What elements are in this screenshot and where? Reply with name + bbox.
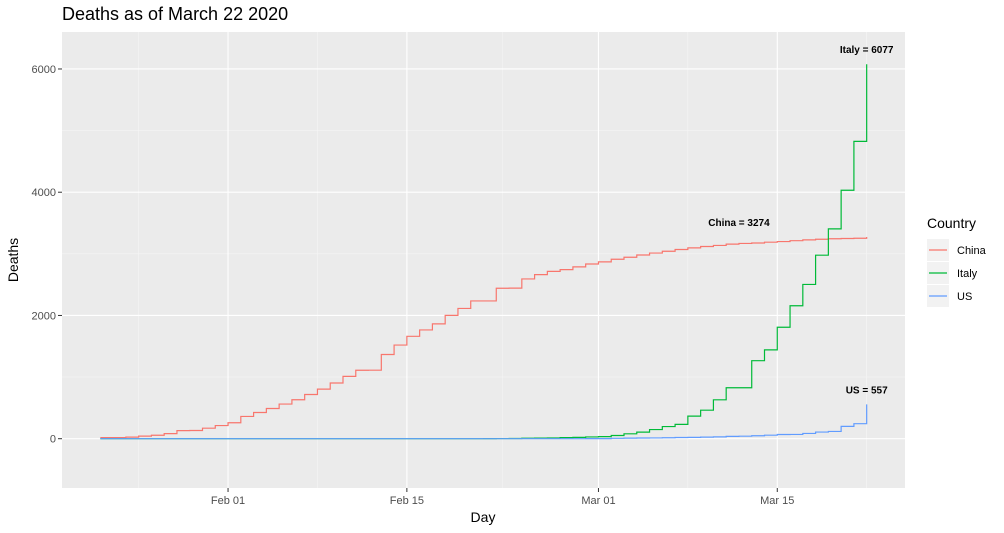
y-tick-label: 0 (50, 434, 56, 446)
series-line-china (100, 236, 868, 439)
series-line-us (100, 404, 868, 440)
legend-label-us: US (957, 291, 972, 303)
y-axis-ticks: 0 2000 4000 6000 (32, 64, 62, 446)
legend-label-italy: Italy (957, 268, 978, 280)
annotation-us: US = 557 (846, 385, 888, 396)
y-tick-label: 2000 (32, 310, 56, 322)
y-tick-label: 6000 (32, 64, 56, 76)
chart-title: Deaths as of March 22 2020 (62, 4, 288, 24)
legend: Country China Italy US (927, 215, 987, 307)
y-tick-label: 4000 (32, 187, 56, 199)
x-tick-label: Mar 01 (581, 495, 615, 507)
x-tick-label: Feb 01 (211, 495, 245, 507)
grid-minor (62, 32, 905, 488)
plot-panel (62, 32, 905, 488)
annotation-italy: Italy = 6077 (840, 45, 894, 56)
x-axis-ticks: Feb 01 Feb 15 Mar 01 Mar 15 (211, 488, 794, 507)
x-tick-label: Feb 15 (390, 495, 424, 507)
x-tick-label: Mar 15 (760, 495, 794, 507)
legend-label-china: China (957, 245, 987, 257)
series-layer (100, 64, 868, 440)
x-axis-title: Day (471, 509, 496, 525)
annotations: Italy = 6077 China = 3274 US = 557 (708, 45, 894, 396)
legend-title: Country (927, 215, 976, 231)
annotation-china: China = 3274 (708, 218, 770, 229)
y-axis-title: Deaths (5, 238, 21, 282)
